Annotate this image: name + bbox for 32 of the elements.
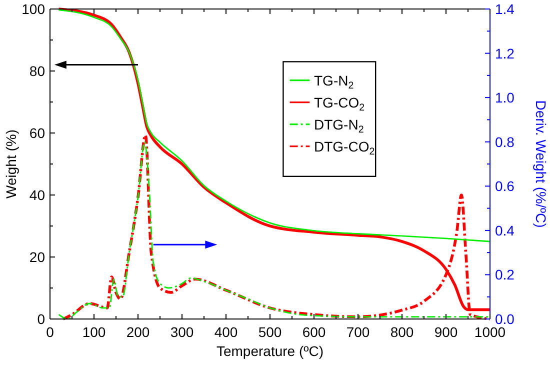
y2-tick-label: 0.0: [495, 311, 515, 327]
y2-tick-label: 0.6: [495, 178, 515, 194]
line-series: [58, 9, 491, 242]
y2-tick-label: 0.2: [495, 266, 515, 283]
x-tick-label: 600: [302, 324, 326, 340]
y2-tick-label: 1.0: [495, 90, 515, 106]
x-tick-label: 500: [258, 324, 282, 340]
legend-label: TG-CO$_{2}$: [314, 94, 365, 114]
y-tick-label: 80: [29, 63, 46, 79]
y2-tick-label: 0.4: [495, 222, 515, 238]
y-tick-label: 40: [29, 187, 46, 203]
y-tick-label: 0: [37, 311, 46, 327]
legend-label: DTG-N$_{2}$: [314, 116, 364, 136]
y-tick-label: 100: [22, 1, 46, 17]
x-tick-label: 700: [346, 324, 370, 340]
x-tick-label: 400: [214, 324, 238, 340]
x-axis-title: Temperature (ºC): [216, 343, 324, 359]
legend-label: DTG-CO$_{2}$: [314, 138, 375, 158]
x-tick-label: 900: [434, 324, 458, 340]
x-tick-label: 1000: [474, 324, 506, 340]
y2-axis-title: Deriv. Weight (%/ºC): [533, 100, 549, 228]
y-tick-label: 60: [29, 125, 46, 141]
x-tick-label: 200: [126, 324, 150, 340]
y2-tick-label: 1.2: [495, 45, 515, 62]
x-tick-label: 300: [170, 324, 194, 340]
y2-tick-label: 1.4: [495, 1, 515, 17]
x-tick-label: 800: [390, 324, 414, 340]
x-tick-label: 100: [82, 324, 106, 340]
y-axis-title: Weight (%): [3, 130, 19, 198]
y-tick-label: 20: [29, 249, 46, 265]
y2-tick-label: 0.8: [495, 134, 515, 150]
legend-label: TG-N$_{2}$: [314, 72, 354, 92]
